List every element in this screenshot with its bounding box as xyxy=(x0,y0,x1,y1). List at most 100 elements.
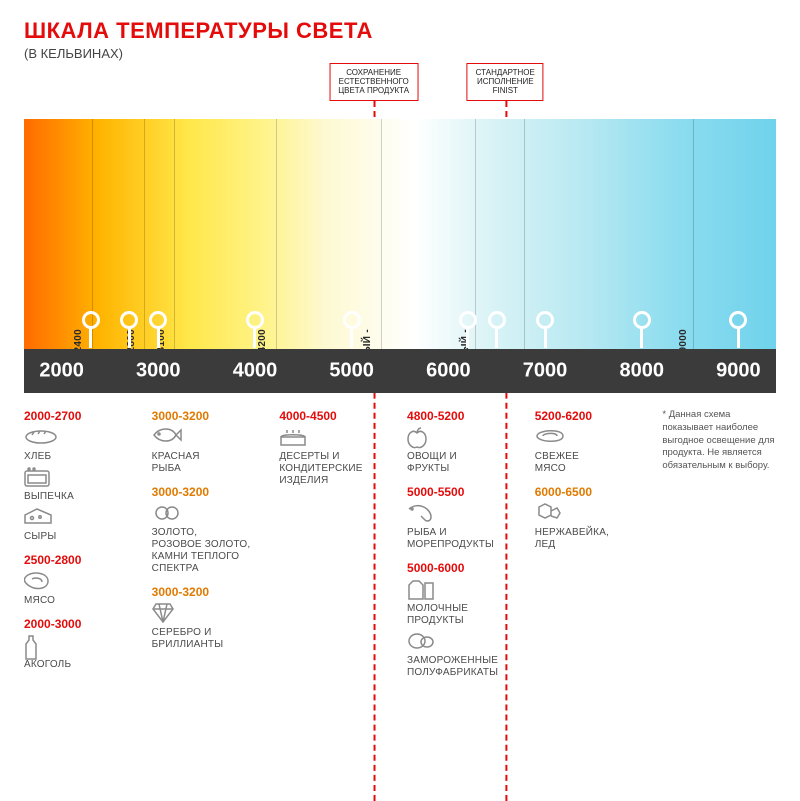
shrimp-icon xyxy=(407,503,521,525)
scale-marker xyxy=(82,311,100,348)
temp-range: 2500-2800 xyxy=(24,553,138,567)
apple-icon xyxy=(407,427,521,449)
product-label: ЗОЛОТО,РОЗОВОЕ ЗОЛОТО,КАМНИ ТЕПЛОГОСПЕКТ… xyxy=(152,527,266,575)
product-item: ЗОЛОТО,РОЗОВОЕ ЗОЛОТО,КАМНИ ТЕПЛОГОСПЕКТ… xyxy=(152,503,266,575)
footnote: * Данная схема показывает наиболее выгод… xyxy=(662,409,776,473)
temp-range: 5000-5500 xyxy=(407,485,521,499)
temp-range: 4000-4500 xyxy=(279,409,393,423)
scale-marker xyxy=(633,311,651,348)
scale-marker xyxy=(729,311,747,348)
steak-icon xyxy=(24,571,138,593)
product-item: КРАСНАЯРЫБА xyxy=(152,427,266,475)
frozen-icon xyxy=(407,631,521,653)
callout-text: СТАНДАРТНОЕИСПОЛНЕНИЕFINIST xyxy=(467,63,544,101)
axis-tick: 3000 xyxy=(136,360,181,383)
product-group: 2000-2700 ХЛЕБ ВЫПЕЧКА СЫРЫ xyxy=(24,409,138,543)
callout-text: СОХРАНЕНИЕЕСТЕСТВЕННОГОЦВЕТА ПРОДУКТА xyxy=(329,63,418,101)
temp-range: 5000-6000 xyxy=(407,561,521,575)
temp-range: 2000-2700 xyxy=(24,409,138,423)
bottle-icon xyxy=(24,635,138,657)
cake-icon xyxy=(279,427,393,449)
product-label: СЫРЫ xyxy=(24,531,138,543)
axis-tick: 5000 xyxy=(329,360,374,383)
product-label: АКОГОЛЬ xyxy=(24,659,138,671)
product-item: ХЛЕБ xyxy=(24,427,138,463)
product-column: 2000-2700 ХЛЕБ ВЫПЕЧКА СЫРЫ 2500-2800 МЯС… xyxy=(24,409,138,689)
temp-range: 6000-6500 xyxy=(535,485,649,499)
axis-tick: 7000 xyxy=(523,360,568,383)
infographic-root: ШКАЛА ТЕМПЕРАТУРЫ СВЕТА (В КЕЛЬВИНАХ) СО… xyxy=(0,0,800,689)
product-item: СЕРЕБРО ИБРИЛЛИАНТЫ xyxy=(152,603,266,651)
fish-icon xyxy=(152,427,266,449)
scale-marker xyxy=(120,311,138,348)
product-group: 5000-6000 МОЛОЧНЫЕ ПРОДУКТЫ ЗАМОРОЖЕННЫЕ… xyxy=(407,561,521,679)
product-label: МОЛОЧНЫЕ ПРОДУКТЫ xyxy=(407,603,521,627)
axis-tick: 8000 xyxy=(619,360,664,383)
ice-icon xyxy=(535,503,649,525)
product-label: СЕРЕБРО ИБРИЛЛИАНТЫ xyxy=(152,627,266,651)
product-group: 2000-3000 АКОГОЛЬ xyxy=(24,617,138,671)
kelvin-axis: 2000 3000 4000 5000 6000 7000 8000 9000 xyxy=(24,349,776,393)
product-group: 4800-5200 ОВОЩИ ИФРУКТЫ xyxy=(407,409,521,475)
diamond-icon xyxy=(152,603,266,625)
bread-icon xyxy=(24,427,138,449)
page-title: ШКАЛА ТЕМПЕРАТУРЫ СВЕТА xyxy=(24,18,776,44)
product-item: СВЕЖЕЕМЯСО xyxy=(535,427,649,475)
scale-marker xyxy=(246,311,264,348)
temp-range: 2000-3000 xyxy=(24,617,138,631)
product-item: РЫБА ИМОРЕПРОДУКТЫ xyxy=(407,503,521,551)
product-item: ОВОЩИ ИФРУКТЫ xyxy=(407,427,521,475)
product-item: ЗАМОРОЖЕННЫЕПОЛУФАБРИКАТЫ xyxy=(407,631,521,679)
product-column: 4800-5200 ОВОЩИ ИФРУКТЫ 5000-5500 РЫБА ИМ… xyxy=(407,409,521,689)
product-label: СВЕЖЕЕМЯСО xyxy=(535,451,649,475)
product-label: ВЫПЕЧКА xyxy=(24,491,138,503)
axis-tick: 4000 xyxy=(233,360,278,383)
scale-wrap: СУПЕР ТЕПЛЫЙ - 2200-2400 (тип К 2400)ТЕП… xyxy=(24,119,776,393)
product-group: 6000-6500 НЕРЖАВЕЙКА,ЛЕД xyxy=(535,485,649,551)
product-group: 3000-3200 СЕРЕБРО ИБРИЛЛИАНТЫ xyxy=(152,585,266,651)
temp-range: 4800-5200 xyxy=(407,409,521,423)
product-label: ОВОЩИ ИФРУКТЫ xyxy=(407,451,521,475)
product-column: 5200-6200 СВЕЖЕЕМЯСО 6000-6500 НЕРЖАВЕЙКА… xyxy=(535,409,649,689)
product-label: КРАСНАЯРЫБА xyxy=(152,451,266,475)
cheese-icon xyxy=(24,507,138,529)
milk-icon xyxy=(407,579,521,601)
product-group: 2500-2800 МЯСО xyxy=(24,553,138,607)
product-grid: 2000-2700 ХЛЕБ ВЫПЕЧКА СЫРЫ 2500-2800 МЯС… xyxy=(24,409,776,689)
product-item: СЫРЫ xyxy=(24,507,138,543)
axis-tick: 9000 xyxy=(716,360,761,383)
temp-range: 3000-3200 xyxy=(152,585,266,599)
product-group: 3000-3200 ЗОЛОТО,РОЗОВОЕ ЗОЛОТО,КАМНИ ТЕ… xyxy=(152,485,266,575)
product-group: 5000-5500 РЫБА ИМОРЕПРОДУКТЫ xyxy=(407,485,521,551)
product-item: НЕРЖАВЕЙКА,ЛЕД xyxy=(535,503,649,551)
callout-box: СТАНДАРТНОЕИСПОЛНЕНИЕFINIST xyxy=(467,63,544,101)
product-label: НЕРЖАВЕЙКА,ЛЕД xyxy=(535,527,649,551)
product-column: 3000-3200 КРАСНАЯРЫБА 3000-3200 ЗОЛОТО,РО… xyxy=(152,409,266,689)
product-group: 5200-6200 СВЕЖЕЕМЯСО xyxy=(535,409,649,475)
oven-icon xyxy=(24,467,138,489)
product-item: МОЛОЧНЫЕ ПРОДУКТЫ xyxy=(407,579,521,627)
product-item: ДЕСЕРТЫ ИКОНДИТЕРСКИЕИЗДЕЛИЯ xyxy=(279,427,393,487)
product-item: МЯСО xyxy=(24,571,138,607)
meat-icon xyxy=(535,427,649,449)
temp-range: 5200-6200 xyxy=(535,409,649,423)
product-label: МЯСО xyxy=(24,595,138,607)
product-column: 4000-4500 ДЕСЕРТЫ ИКОНДИТЕРСКИЕИЗДЕЛИЯ xyxy=(279,409,393,689)
scale-marker xyxy=(488,311,506,348)
scale-marker xyxy=(343,311,361,348)
page-subtitle: (В КЕЛЬВИНАХ) xyxy=(24,46,776,61)
product-label: РЫБА ИМОРЕПРОДУКТЫ xyxy=(407,527,521,551)
callout-box: СОХРАНЕНИЕЕСТЕСТВЕННОГОЦВЕТА ПРОДУКТА xyxy=(329,63,418,101)
axis-tick: 6000 xyxy=(426,360,471,383)
product-group: 4000-4500 ДЕСЕРТЫ ИКОНДИТЕРСКИЕИЗДЕЛИЯ xyxy=(279,409,393,487)
product-group: 3000-3200 КРАСНАЯРЫБА xyxy=(152,409,266,475)
product-item: АКОГОЛЬ xyxy=(24,635,138,671)
rings-icon xyxy=(152,503,266,525)
scale-marker xyxy=(149,311,167,348)
scale-marker xyxy=(536,311,554,348)
product-label: ХЛЕБ xyxy=(24,451,138,463)
product-item: ВЫПЕЧКА xyxy=(24,467,138,503)
temp-range: 3000-3200 xyxy=(152,485,266,499)
callouts-row: СОХРАНЕНИЕЕСТЕСТВЕННОГОЦВЕТА ПРОДУКТА СТА… xyxy=(24,61,776,119)
axis-tick: 2000 xyxy=(39,360,84,383)
